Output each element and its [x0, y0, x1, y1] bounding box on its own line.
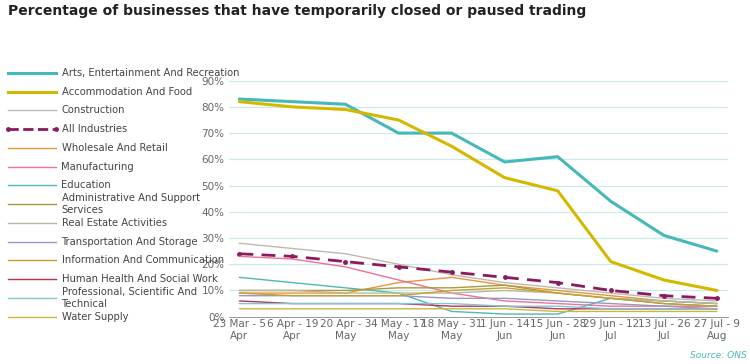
Text: Transportation And Storage: Transportation And Storage — [62, 237, 198, 247]
Text: Construction: Construction — [62, 105, 125, 115]
Text: Accommodation And Food: Accommodation And Food — [62, 87, 192, 96]
Text: Wholesale And Retail: Wholesale And Retail — [62, 143, 167, 153]
Text: Administrative And Support
Services: Administrative And Support Services — [62, 193, 200, 215]
Text: Human Health And Social Work: Human Health And Social Work — [62, 274, 217, 284]
Text: Education: Education — [62, 180, 111, 190]
Text: Water Supply: Water Supply — [62, 312, 128, 322]
Text: Real Estate Activities: Real Estate Activities — [62, 218, 166, 228]
Text: All Industries: All Industries — [62, 124, 127, 134]
Text: Source: ONS: Source: ONS — [689, 351, 746, 360]
Text: Arts, Entertainment And Recreation: Arts, Entertainment And Recreation — [62, 68, 239, 78]
Text: Manufacturing: Manufacturing — [62, 162, 134, 171]
Text: Percentage of businesses that have temporarily closed or paused trading: Percentage of businesses that have tempo… — [8, 4, 586, 17]
Text: Professional, Scientific And
Technical: Professional, Scientific And Technical — [62, 287, 196, 309]
Text: Information And Communication: Information And Communication — [62, 256, 223, 265]
